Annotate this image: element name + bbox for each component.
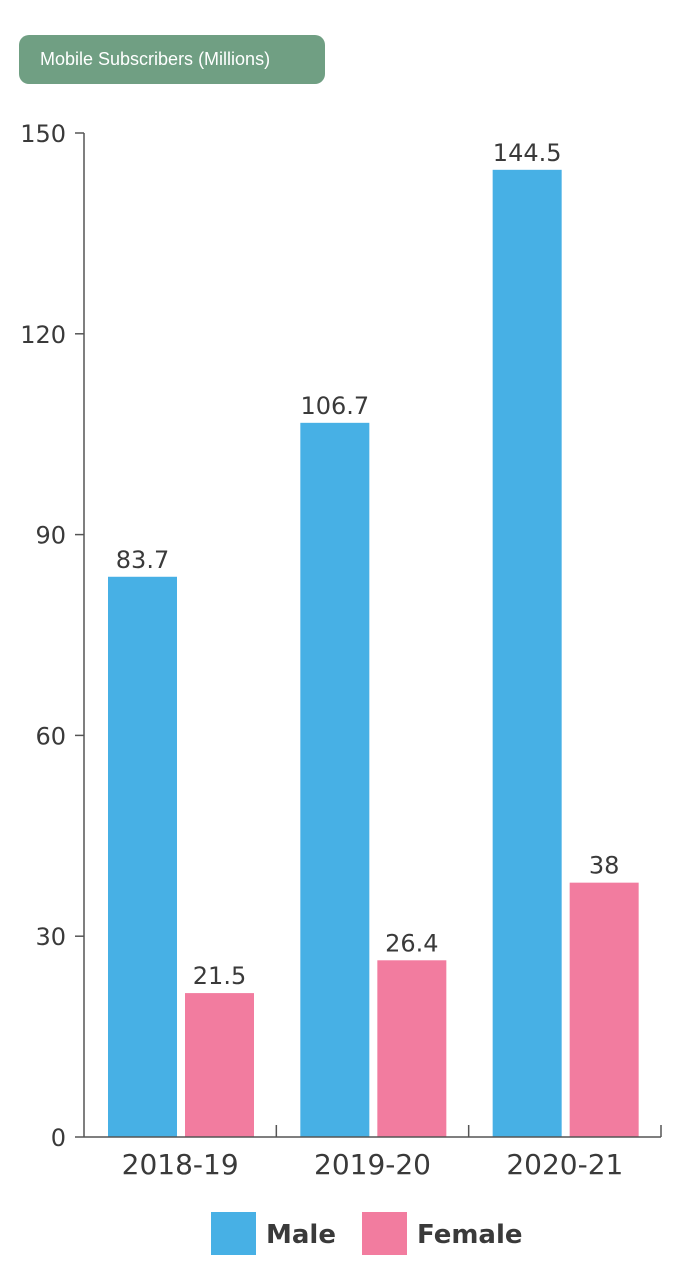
legend-label-female: Female: [417, 1220, 523, 1250]
y-axis-ticks: 0 30 60 90 120 150: [20, 120, 84, 1152]
x-tick-label-2019-20: 2019-20: [314, 1148, 431, 1181]
legend-swatch-male: [211, 1212, 256, 1255]
data-label-female-2019-20: 26.4: [385, 929, 438, 957]
bar-female-2020-21: [569, 882, 639, 1137]
legend-swatch-female: [362, 1212, 407, 1255]
y-tick-label-150: 150: [20, 120, 66, 148]
data-label-female-2018-19: 21.5: [193, 962, 246, 990]
bar-female-2018-19: [185, 993, 254, 1137]
data-label-male-2019-20: 106.7: [300, 392, 369, 420]
y-tick-label-30: 30: [35, 923, 66, 951]
x-axis-ticks: 2018-19 2019-20 2020-21: [122, 1125, 662, 1181]
bar-female-2019-20: [377, 960, 447, 1137]
bar-male-2020-21: [492, 169, 562, 1137]
bar-male-2018-19: [108, 576, 177, 1137]
y-tick-label-0: 0: [51, 1124, 66, 1152]
y-tick-label-60: 60: [35, 722, 66, 750]
data-labels: 83.7 21.5 106.7 26.4 144.5 38: [116, 139, 620, 990]
x-tick-label-2020-21: 2020-21: [506, 1148, 623, 1181]
chart-title: Mobile Subscribers (Millions): [19, 35, 325, 84]
y-tick-label-90: 90: [35, 522, 66, 550]
x-tick-label-2018-19: 2018-19: [122, 1148, 239, 1181]
bar-male-2019-20: [300, 422, 370, 1138]
legend-label-male: Male: [266, 1220, 336, 1250]
data-label-male-2020-21: 144.5: [493, 139, 562, 167]
y-tick-label-120: 120: [20, 321, 66, 349]
data-label-male-2018-19: 83.7: [116, 546, 169, 574]
data-label-female-2020-21: 38: [589, 852, 620, 880]
bars: [108, 169, 639, 1138]
legend: Male Female: [211, 1212, 523, 1255]
